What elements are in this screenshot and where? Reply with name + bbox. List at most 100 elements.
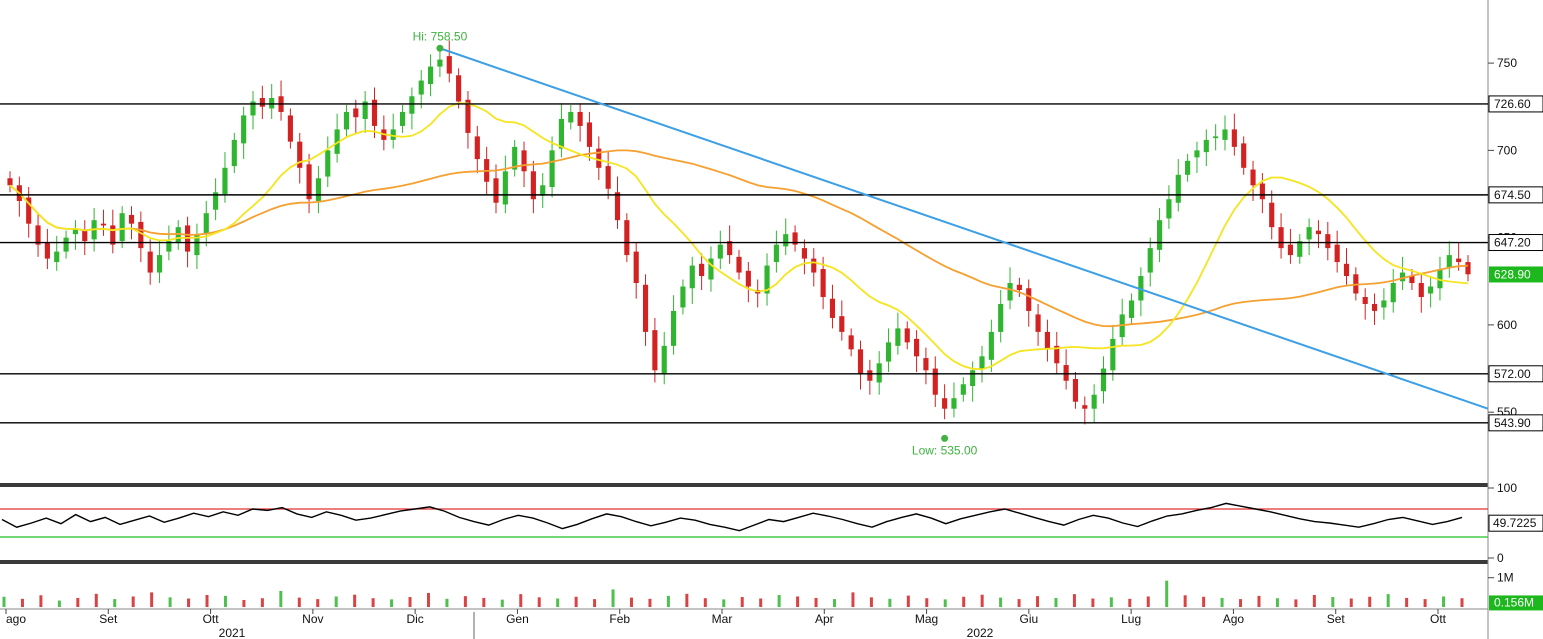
x-tick-label: Mag [915, 612, 938, 626]
x-tick-label: Nov [302, 612, 323, 626]
candle-body [549, 150, 555, 188]
candle-body [932, 368, 938, 395]
volume-bar [556, 598, 560, 607]
candle-body [493, 178, 499, 203]
candle-body [942, 398, 948, 409]
panel-divider [0, 560, 1488, 564]
candle-body [1044, 331, 1050, 350]
moving-average-long-line [9, 149, 1469, 328]
candle-body [773, 244, 779, 263]
candle-body [736, 256, 742, 273]
y-tick-label: 700 [1497, 143, 1517, 157]
candle-body [72, 228, 78, 235]
candle-body [306, 164, 312, 200]
candle-body [577, 111, 583, 126]
volume-bar [353, 594, 357, 607]
volume-bar [925, 598, 929, 607]
volume-bar [537, 597, 541, 607]
candle-body [1259, 183, 1265, 200]
candle-body [1409, 276, 1415, 284]
volume-bar [1165, 580, 1169, 607]
candle-body [371, 99, 378, 126]
candle-body [362, 101, 368, 119]
candle-body [512, 146, 518, 170]
volume-bar [1368, 596, 1372, 607]
candle-body [829, 298, 836, 318]
candle-body [745, 270, 751, 287]
candle-body [904, 328, 910, 343]
candle-body [689, 265, 695, 289]
x-tick-label: Lug [1121, 612, 1141, 626]
volume-bar [316, 599, 320, 607]
volume-bar [408, 597, 412, 607]
x-tick-label: Dic [406, 612, 423, 626]
candle-body [970, 370, 976, 386]
candle-body [456, 75, 462, 102]
volume-bar [1054, 597, 1058, 607]
candle-body [1166, 199, 1172, 219]
candle-body [998, 303, 1004, 332]
volume-bar [869, 597, 873, 607]
candle-body [502, 171, 508, 205]
candle-body [259, 98, 265, 107]
price-level-tag: 726.60 [1488, 95, 1543, 113]
candle-body [446, 56, 452, 74]
candle-body [1157, 220, 1163, 250]
volume-bar [574, 596, 578, 607]
candle-body [521, 150, 527, 172]
volume-bar [1109, 597, 1113, 607]
candle-body [100, 223, 107, 226]
price-level-tag-label: 647.20 [1494, 236, 1531, 250]
volume-bar [962, 596, 966, 607]
candle-body [194, 234, 200, 256]
volume-bar [703, 598, 707, 607]
candle-body [1465, 262, 1471, 275]
candle-body [1306, 227, 1312, 240]
candle-body [783, 234, 789, 247]
volume-bar [740, 597, 744, 607]
candle-body [1428, 286, 1434, 294]
x-tick-label: Feb [609, 612, 630, 626]
volume-bar [242, 599, 246, 607]
candle-body [1418, 283, 1424, 297]
candle-body [1315, 230, 1322, 235]
price-level-tag: 543.90 [1488, 414, 1543, 432]
volume-bar [426, 592, 430, 607]
volume-bar [814, 597, 818, 607]
candle-body [213, 192, 219, 210]
volume-bar [1460, 598, 1464, 607]
volume-bar [1220, 597, 1224, 607]
x-tick-label: Mar [712, 612, 733, 626]
candle-body [1231, 129, 1237, 147]
low-marker [941, 434, 949, 442]
volume-bar [851, 592, 855, 607]
candle-body [885, 342, 892, 362]
trendline [439, 47, 1489, 410]
candle-body [652, 330, 658, 371]
candle-body [530, 171, 536, 200]
volume-bar [1386, 594, 1390, 607]
volume-bar [685, 593, 689, 607]
candle-body [474, 136, 480, 160]
candle-body [1400, 272, 1406, 282]
volume-bar [445, 598, 449, 607]
candle-body [82, 230, 88, 242]
volume-bar [1036, 596, 1040, 607]
x-tick-label: Ott [1430, 612, 1447, 626]
volume-bar [833, 599, 837, 607]
volume-bar [666, 595, 670, 607]
candle-body [1072, 379, 1079, 402]
volume-bar [648, 598, 652, 607]
candle-body [960, 384, 966, 395]
candle-body [399, 111, 406, 126]
volume-bar [1239, 599, 1243, 607]
candle-body [1213, 136, 1219, 139]
candle-body [1203, 139, 1209, 153]
volume-bar [260, 598, 264, 607]
candle-body [287, 115, 293, 142]
candle-body [708, 258, 714, 280]
candle-body [1287, 244, 1293, 256]
volume-bar [20, 598, 24, 607]
volume-bar [1146, 596, 1150, 607]
candle-body [222, 167, 228, 194]
